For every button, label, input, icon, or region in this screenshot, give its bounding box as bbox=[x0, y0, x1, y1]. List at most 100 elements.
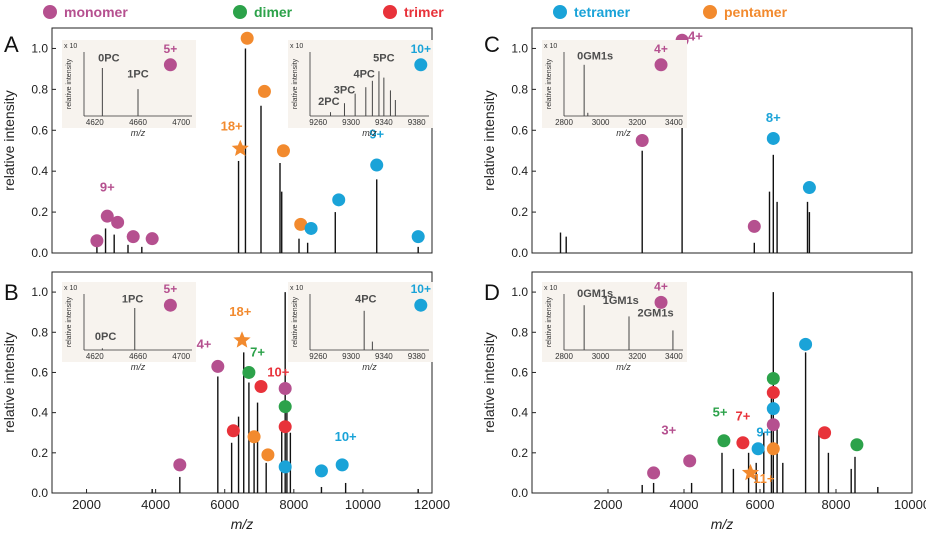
y-tick-label: 0.2 bbox=[511, 205, 528, 219]
tetramer-marker bbox=[802, 181, 816, 195]
x-axis-label: m/z bbox=[711, 516, 734, 532]
pentamer-marker bbox=[276, 144, 290, 158]
inset-x-tick: 2800 bbox=[555, 118, 573, 127]
inset-background bbox=[542, 282, 687, 362]
inset-tetramer-marker bbox=[414, 298, 428, 312]
inset-scale-label: x 10 bbox=[544, 285, 557, 292]
y-tick-label: 0.2 bbox=[31, 205, 48, 219]
y-tick-label: 0.6 bbox=[511, 123, 528, 137]
legend-label: tetramer bbox=[574, 4, 631, 20]
y-tick-label: 1.0 bbox=[31, 41, 48, 55]
dimer-marker bbox=[278, 400, 292, 414]
inset-tetramer-marker bbox=[414, 58, 428, 72]
inset-x-tick: 3200 bbox=[628, 352, 646, 361]
inset-species-label: 0GM1s bbox=[577, 51, 613, 63]
monomer-marker bbox=[211, 359, 225, 373]
monomer-marker bbox=[647, 466, 661, 480]
legend-label: trimer bbox=[404, 4, 444, 20]
legend-item-dimer: dimer bbox=[233, 4, 293, 20]
tetramer-marker bbox=[799, 337, 813, 351]
plot-frame bbox=[51, 271, 433, 494]
inset-species-label: 4PC bbox=[355, 293, 376, 305]
inset-x-tick: 9380 bbox=[408, 118, 426, 127]
charge-label: 9+ bbox=[100, 180, 115, 195]
charge-label: 9+ bbox=[369, 126, 384, 141]
legend-marker bbox=[233, 5, 247, 19]
inset-scale-label: x 10 bbox=[544, 43, 557, 50]
plot-frame bbox=[531, 27, 913, 254]
inset-species-label: 5PC bbox=[373, 53, 394, 65]
panel-letter: D bbox=[484, 280, 500, 305]
inset-y-label: relative intensity bbox=[292, 296, 299, 347]
panel-letter: C bbox=[484, 32, 500, 57]
tetramer-marker bbox=[766, 402, 780, 416]
monomer-marker bbox=[635, 134, 649, 147]
dimer-marker bbox=[242, 365, 256, 379]
inset-x-tick: 3000 bbox=[592, 118, 610, 127]
panel-D: D 0.0 0.2 0.4 0.6 0.8 1.0 2000 4000 6000 8000 10000… bbox=[481, 271, 926, 532]
y-tick-label: 0.6 bbox=[31, 123, 48, 137]
inset-x-tick: 9380 bbox=[408, 352, 426, 361]
trimer-marker bbox=[254, 380, 268, 394]
inset-x-label: m/z bbox=[131, 128, 146, 138]
x-tick-label: 2000 bbox=[594, 497, 623, 512]
legend-marker bbox=[703, 5, 717, 19]
inset-x-tick: 4620 bbox=[86, 118, 104, 127]
inset-charge-label: 5+ bbox=[164, 42, 178, 56]
charge-label: 7+ bbox=[250, 344, 265, 359]
charge-label: 3+ bbox=[661, 423, 676, 438]
pentamer-marker bbox=[294, 217, 308, 231]
legend-label: pentamer bbox=[724, 4, 788, 20]
charge-label: 4+ bbox=[197, 336, 212, 351]
pentamer-star-marker bbox=[233, 331, 251, 348]
monomer-marker bbox=[145, 232, 159, 246]
charge-label: 18+ bbox=[229, 304, 251, 319]
y-tick-label: 0.8 bbox=[31, 325, 48, 339]
trimer-marker bbox=[766, 386, 780, 400]
inset-species-label: 2GM1s bbox=[637, 307, 673, 319]
tetramer-marker bbox=[278, 460, 292, 474]
inset-species-label: 1GM1s bbox=[603, 295, 639, 307]
monomer-marker bbox=[90, 234, 104, 248]
legend-marker bbox=[553, 5, 567, 19]
inset-monomer-marker bbox=[654, 295, 668, 309]
monomer-marker bbox=[278, 382, 292, 396]
legend-label: dimer bbox=[254, 4, 293, 20]
inset-x-tick: 4660 bbox=[129, 118, 147, 127]
legend-label: monomer bbox=[64, 4, 128, 20]
monomer-marker bbox=[766, 418, 780, 432]
inset-species-label: 3PC bbox=[334, 85, 355, 97]
pentamer-marker bbox=[247, 430, 261, 444]
inset-monomer-marker bbox=[654, 58, 668, 72]
inset-x-tick: 9300 bbox=[342, 118, 360, 127]
y-tick-label: 0.4 bbox=[511, 406, 528, 420]
inset: x 10 relative intensity 4620 4660 4700 m/z 0PC… bbox=[62, 282, 196, 372]
dimer-marker bbox=[717, 434, 731, 448]
tetramer-marker bbox=[335, 458, 349, 472]
plot-frame bbox=[51, 27, 433, 254]
tetramer-marker bbox=[370, 158, 384, 172]
inset-monomer-marker bbox=[163, 298, 177, 312]
inset-charge-label: 10+ bbox=[411, 282, 431, 296]
y-tick-label: 1.0 bbox=[511, 285, 528, 299]
y-tick-label: 1.0 bbox=[31, 285, 48, 299]
x-tick-label: 6000 bbox=[210, 497, 239, 512]
legend-item-tetramer: tetramer bbox=[553, 4, 631, 20]
legend-marker bbox=[383, 5, 397, 19]
dimer-marker bbox=[850, 438, 864, 452]
inset-y-label: relative intensity bbox=[546, 296, 553, 347]
inset-x-tick: 3000 bbox=[592, 352, 610, 361]
tetramer-marker bbox=[314, 464, 328, 478]
trimer-marker bbox=[818, 426, 832, 440]
inset-scale-label: x 10 bbox=[290, 43, 303, 50]
charge-label: 8+ bbox=[766, 110, 781, 125]
inset-charge-label: 5+ bbox=[164, 282, 178, 296]
inset-x-tick: 4660 bbox=[129, 352, 147, 361]
monomer-marker bbox=[100, 209, 114, 223]
pentamer-marker bbox=[240, 31, 254, 45]
tetramer-marker bbox=[411, 230, 425, 244]
inset-x-tick: 3400 bbox=[665, 352, 683, 361]
inset-scale-label: x 10 bbox=[64, 285, 77, 292]
inset-scale-label: x 10 bbox=[64, 43, 77, 50]
inset-species-label: 1PC bbox=[122, 293, 143, 305]
